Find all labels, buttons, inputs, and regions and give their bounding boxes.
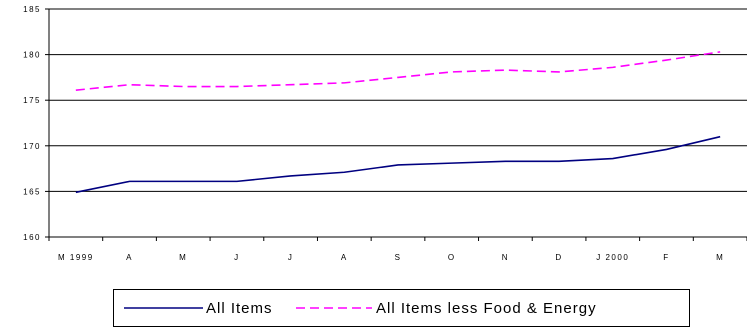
x-tick-label: M [716,253,724,262]
legend: All Items All Items less Food & Energy [113,289,690,327]
x-tick-label: N [502,253,509,262]
legend-label-all-items-less-food-energy: All Items less Food & Energy [376,300,597,317]
axes [45,8,747,241]
legend-box [113,289,690,327]
x-tick-label: D [555,253,562,262]
y-tick-label: 160 [23,233,41,242]
y-tick-label: 165 [23,187,41,196]
legend-label-all-items: All Items [206,300,273,317]
x-tick-label: A [341,253,348,262]
y-tick-label: 170 [23,142,41,151]
y-tick-label: 175 [23,96,41,105]
x-tick-label: F [663,253,669,262]
gridlines [49,8,747,192]
x-tick-label: O [448,253,456,262]
y-axis-tick-labels: 160 165 170 175 180 185 [23,5,41,242]
x-tick-label: S [395,253,402,262]
series-line-all-items-less-food-energy [75,51,721,91]
x-axis-tick-labels: M 1999 A M J J A S O N D J 2000 F M [58,253,724,262]
y-tick-label: 180 [23,51,41,60]
y-tick-label: 185 [23,5,41,14]
x-tick-label: J 2000 [596,253,629,262]
x-tick-label: M [179,253,187,262]
series-line-all-items [75,135,721,194]
x-tick-label: M 1999 [58,253,94,262]
x-tick-label: J [234,253,240,262]
series-lines [75,51,721,194]
x-tick-label: J [288,253,294,262]
x-tick-label: A [126,253,133,262]
